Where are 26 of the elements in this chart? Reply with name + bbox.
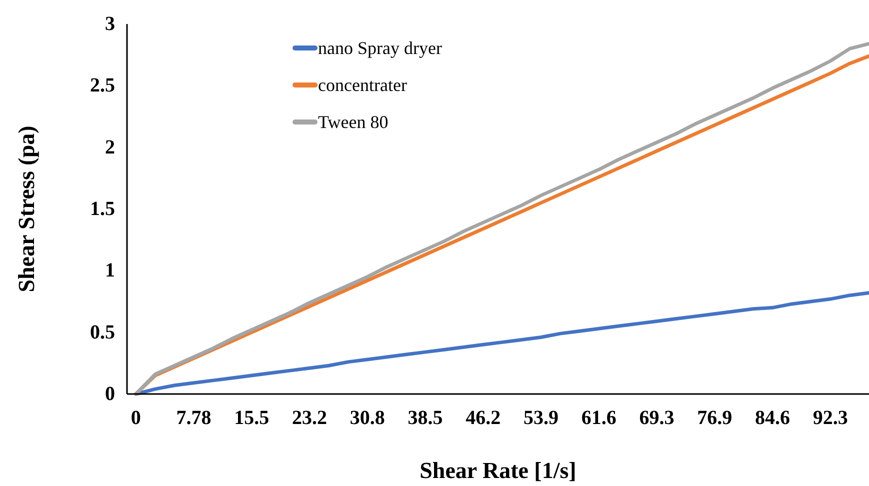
y-tick-label: 0 <box>105 383 115 405</box>
x-tick-label: 84.6 <box>755 407 790 429</box>
x-axis-title: Shear Rate [1/s] <box>420 458 576 483</box>
line-series <box>134 291 869 396</box>
y-tick-label: 2.5 <box>90 74 115 97</box>
y-tick-label: 0.5 <box>90 321 115 344</box>
x-tick-label: 46.2 <box>466 407 501 429</box>
x-tick-label: 53.9 <box>524 407 559 429</box>
x-tick-label: 30.8 <box>350 407 385 429</box>
x-tick-label: 38.5 <box>408 407 443 429</box>
x-tick-label: 69.3 <box>639 407 674 429</box>
x-tick-label: 92.3 <box>812 407 848 429</box>
legend-label: Tween 80 <box>318 112 388 132</box>
y-tick-label: 3 <box>105 13 115 35</box>
x-tick-label: 23.2 <box>292 407 328 429</box>
x-tick-label: 7.78 <box>176 407 212 429</box>
legend-label: nano Spray dryer <box>318 38 442 58</box>
x-tick-label: 76.9 <box>697 407 732 429</box>
legend-label: concentrater <box>318 75 407 95</box>
y-tick-label: 1.5 <box>90 198 115 220</box>
y-tick-label: 2 <box>105 136 115 158</box>
y-axis-title: Shear Stress (pa) <box>14 126 39 292</box>
x-tick-label: 0 <box>130 407 141 429</box>
x-tick-label: 61.6 <box>581 407 616 429</box>
y-tick-label: 1 <box>105 260 115 282</box>
x-tick-label: 15.5 <box>234 407 270 429</box>
